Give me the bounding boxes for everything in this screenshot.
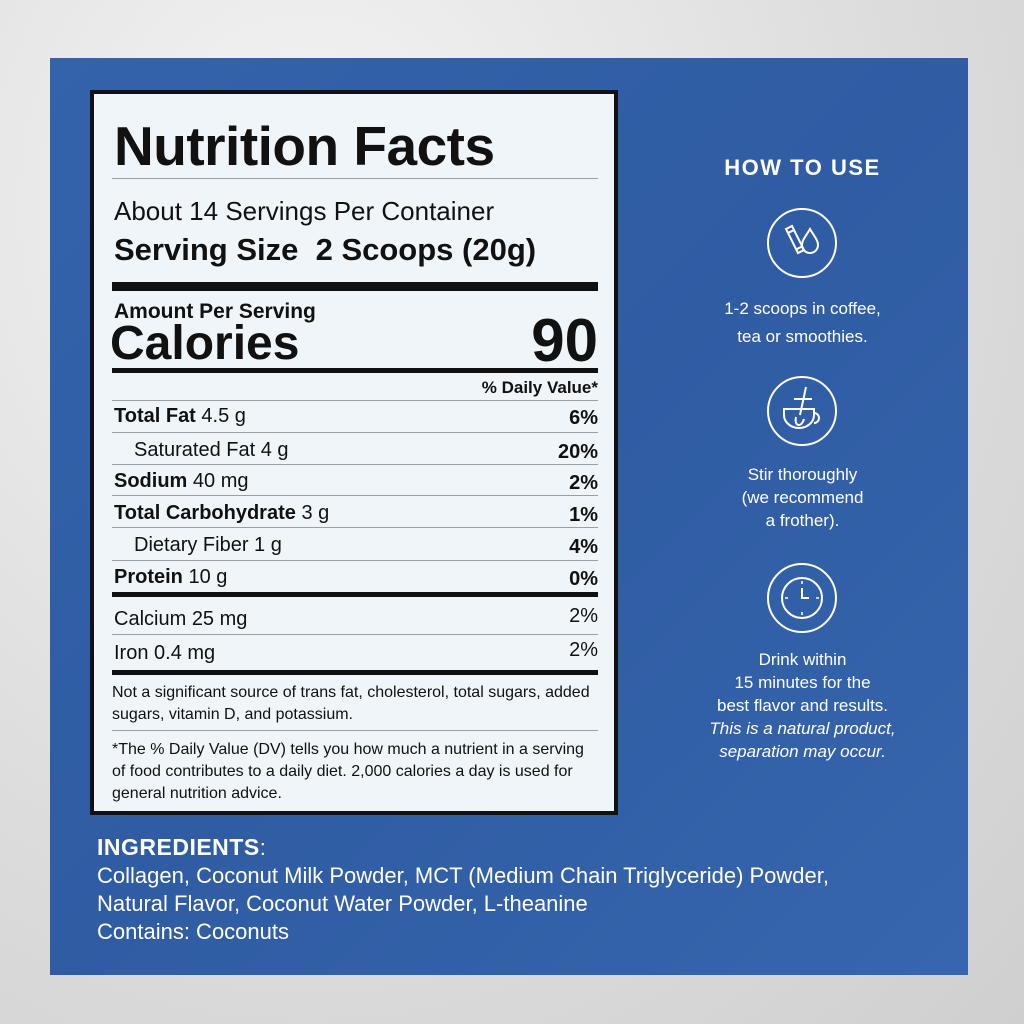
nutrient-amount: 3 g [301,502,330,524]
daily-value-footnote: *The % Daily Value (DV) tells you how mu… [112,741,584,802]
nutrient-dietary-fiber: Dietary Fiber 1 g [134,534,282,557]
ingredients-section: INGREDIENTS: Collagen, Coconut Milk Powd… [97,834,829,944]
nutrient-dv: 6% [569,407,598,429]
step-line: a frother). [765,511,840,530]
cup-spoon-icon [767,376,837,446]
divider [112,730,598,731]
serving-size: Serving Size 2 Scoops (20g) [114,232,536,268]
nutrient-total-carbohydrate: Total Carbohydrate 3 g [114,502,329,525]
servings-per-container: About 14 Servings Per Container [114,196,495,226]
nutrient-name: Saturated Fat [134,439,256,461]
thick-divider [112,670,598,675]
amount-per-serving: Amount Per Serving [114,300,316,323]
vitamin-amount: 0.4 mg [154,642,216,664]
nutrient-amount: 4 g [260,439,289,461]
divider [112,560,598,561]
nutrient-protein: Protein 10 g [114,566,227,589]
step-line: Stir thoroughly [747,465,858,484]
not-significant-note: Not a significant source of trans fat, c… [112,684,590,723]
step-3-text: Drink within 15 minutes for the best fla… [680,648,925,763]
nutrient-dv: 4% [569,536,598,558]
vitamin-dv: 2% [569,605,598,627]
step-2-text: Stir thoroughly (we recommend a frother)… [680,463,925,532]
divider [112,432,598,433]
divider [112,464,598,465]
divider [112,178,598,179]
nutrient-name: Dietary Fiber [134,534,249,556]
vitamin-name: Iron [114,642,149,664]
nutrient-amount: 40 mg [192,470,249,492]
nutrient-name: Total Fat [114,405,196,427]
daily-value-header: % Daily Value* [481,378,598,397]
divider [112,400,598,401]
nutrient-total-fat: Total Fat 4.5 g [114,405,246,428]
serving-size-value: 2 Scoops (20g) [315,232,537,267]
label-title: Nutrition Facts [114,115,495,177]
calories-label: Calories [110,317,300,370]
vitamin-dv: 2% [569,639,598,661]
thick-divider [112,368,598,373]
vitamin-iron: Iron 0.4 mg [114,642,215,665]
divider [112,527,598,528]
ingredients-line: Natural Flavor, Coconut Water Powder, L-… [97,891,588,916]
vitamin-amount: 25 mg [191,608,248,630]
nutrient-name: Sodium [114,470,188,492]
ingredients-line: Collagen, Coconut Milk Powder, MCT (Medi… [97,863,829,888]
thick-divider [112,592,598,597]
step-line: 15 minutes for the [734,673,871,692]
vitamin-name: Calcium [114,608,187,630]
step-line: Drink within [758,650,847,669]
step-note-line: separation may occur. [719,742,886,761]
step-1-text: 1-2 scoops in coffee, tea or smoothies. [680,297,925,348]
stick-pack-drop-icon [767,208,837,278]
divider [112,634,598,635]
nutrient-amount: 1 g [254,534,282,556]
nutrient-name: Protein [114,566,183,588]
nutrition-facts-label: Nutrition Facts About 14 Servings Per Co… [90,90,618,815]
thick-divider [112,282,598,291]
nutrient-amount: 4.5 g [201,405,246,427]
nutrient-dv: 20% [557,441,598,463]
how-to-use-title: HOW TO USE [724,155,881,180]
step-line: (we recommend [741,488,864,507]
vitamin-calcium: Calcium 25 mg [114,608,247,631]
divider [112,495,598,496]
calories-value: 90 [531,307,598,374]
step-line: best flavor and results. [716,696,889,715]
serving-size-label: Serving Size [114,232,299,267]
step-line: 1-2 scoops in coffee, [724,299,881,318]
nutrient-sodium: Sodium 40 mg [114,470,249,493]
nutrient-amount: 10 g [188,566,228,588]
nutrient-saturated-fat: Saturated Fat 4 g [134,439,289,462]
clock-icon [767,563,837,633]
nutrient-dv: 1% [569,504,598,526]
step-note-line: This is a natural product, [709,719,896,738]
ingredients-heading: INGREDIENTS [97,834,260,860]
allergen-line: Contains: Coconuts [97,919,289,944]
nutrient-dv: 0% [569,568,598,590]
step-line: tea or smoothies. [737,327,868,346]
nutrient-name: Total Carbohydrate [114,502,296,524]
nutrient-dv: 2% [569,472,598,494]
